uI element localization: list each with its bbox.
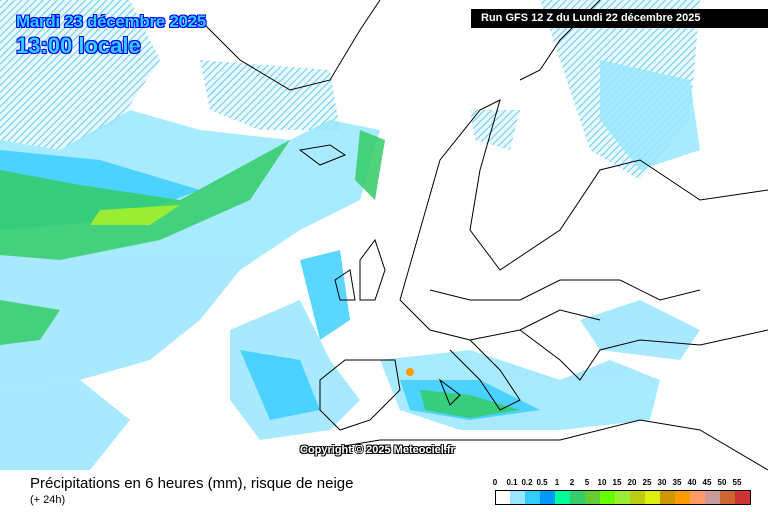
legend-label: 30 bbox=[657, 478, 667, 487]
legend-label: 5 bbox=[584, 478, 590, 487]
legend-swatch bbox=[585, 490, 601, 505]
model-run-banner: Run GFS 12 Z du Lundi 22 décembre 2025 bbox=[471, 9, 768, 28]
legend-label: 40 bbox=[687, 478, 697, 487]
legend-swatch bbox=[720, 490, 736, 505]
legend-swatch bbox=[660, 490, 676, 505]
legend-swatch bbox=[525, 490, 541, 505]
map-title: Précipitations en 6 heures (mm), risque … bbox=[30, 475, 354, 492]
precip-heavy bbox=[406, 368, 414, 376]
legend-label: 0.2 bbox=[521, 478, 533, 487]
precip-yellow-green bbox=[90, 205, 180, 225]
footer: Précipitations en 6 heures (mm), risque … bbox=[0, 470, 768, 512]
legend-label: 0.1 bbox=[506, 478, 518, 487]
legend-swatch bbox=[570, 490, 586, 505]
legend-swatch bbox=[645, 490, 661, 505]
forecast-offset: (+ 24h) bbox=[30, 494, 66, 506]
copyright-text: Copyright © 2025 Meteociel.fr bbox=[300, 444, 455, 456]
legend-label: 2 bbox=[569, 478, 575, 487]
legend-label: 1 bbox=[554, 478, 560, 487]
legend-swatch bbox=[735, 490, 751, 505]
legend-label: 55 bbox=[732, 478, 742, 487]
legend-label: 10 bbox=[597, 478, 607, 487]
legend-label: 45 bbox=[702, 478, 712, 487]
legend-swatch bbox=[690, 490, 706, 505]
legend-label: 0.5 bbox=[536, 478, 548, 487]
precip-green bbox=[0, 130, 520, 418]
precipitation-map bbox=[0, 0, 768, 471]
legend-label: 0 bbox=[492, 478, 498, 487]
legend-swatch bbox=[615, 490, 631, 505]
legend-swatch bbox=[510, 490, 526, 505]
forecast-date: Mardi 23 décembre 2025 bbox=[16, 12, 206, 31]
legend-swatch bbox=[555, 490, 571, 505]
map-canvas bbox=[0, 0, 768, 471]
legend-swatch bbox=[600, 490, 616, 505]
legend-swatch bbox=[705, 490, 721, 505]
legend-swatch bbox=[675, 490, 691, 505]
legend-swatch bbox=[540, 490, 556, 505]
legend-swatch bbox=[630, 490, 646, 505]
coastlines-borders bbox=[199, 0, 768, 471]
forecast-time: 13:00 locale bbox=[16, 33, 141, 58]
legend-label: 15 bbox=[612, 478, 622, 487]
legend-label: 25 bbox=[642, 478, 652, 487]
legend-label: 50 bbox=[717, 478, 727, 487]
legend-label: 35 bbox=[672, 478, 682, 487]
legend-label: 20 bbox=[627, 478, 637, 487]
